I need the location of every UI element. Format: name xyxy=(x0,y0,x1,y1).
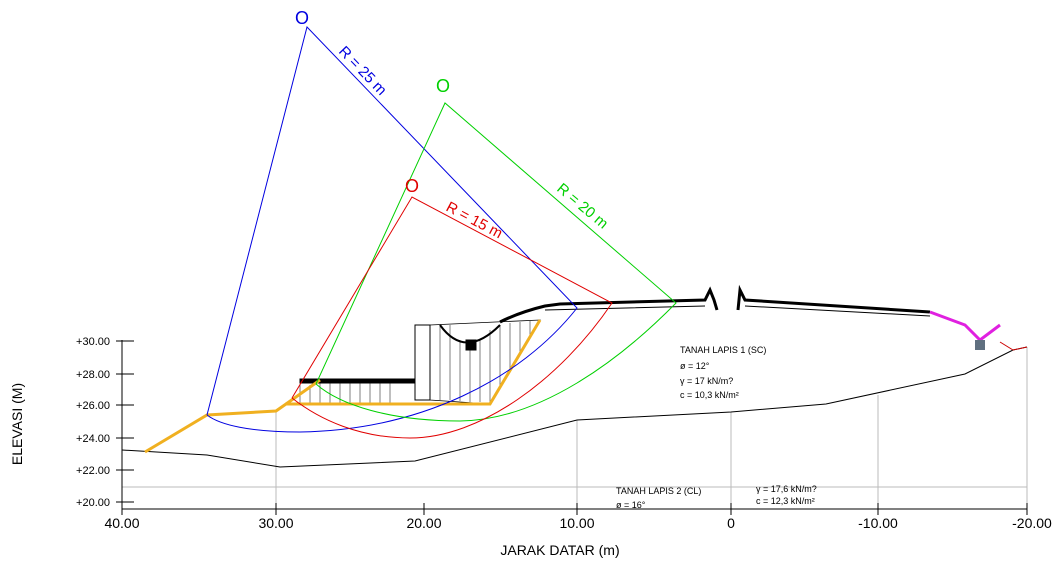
center-label: O xyxy=(405,176,419,196)
x-tick-label: 0 xyxy=(727,515,735,531)
y-tick-label: +22.00 xyxy=(76,465,110,477)
y-tick-label: +24.00 xyxy=(76,433,110,445)
layer-2: TANAH LAPIS 2 (CL) ø = 16° γ = 17,6 kN/m… xyxy=(616,484,817,510)
retaining-wall xyxy=(299,319,541,405)
layer-1: TANAH LAPIS 1 (SC) ø = 12° γ = 17 kN/m? … xyxy=(680,345,766,400)
ticks: +30.00 +28.00 +26.00 +24.00 +22.00 +20.00 40.0… xyxy=(76,336,1052,531)
x-tick-label: 10.00 xyxy=(559,515,594,531)
embankment-step xyxy=(285,378,321,406)
x-tick-label: 30.00 xyxy=(258,515,293,531)
layer-param: ø = 16° xyxy=(616,500,646,510)
x-tick-label: -10.00 xyxy=(858,515,898,531)
layer-boundary xyxy=(121,346,1028,468)
layer-param: ø = 12° xyxy=(680,361,710,371)
x-axis-label: JARAK DATAR (m) xyxy=(500,542,619,558)
x-tick-label: -20.00 xyxy=(1012,515,1052,531)
center-label: O xyxy=(436,76,450,96)
radius-label: R = 15 m xyxy=(443,199,505,243)
y-tick-label: +26.00 xyxy=(76,400,110,412)
embankment xyxy=(144,319,542,454)
layer-title: TANAH LAPIS 1 (SC) xyxy=(680,345,766,355)
layer-param: c = 10,3 kN/m² xyxy=(680,390,739,400)
x-tick-label: 20.00 xyxy=(406,515,441,531)
layer-param: c = 12,3 kN/m² xyxy=(756,496,815,506)
y-tick-label: +28.00 xyxy=(76,369,110,381)
y-tick-label: +20.00 xyxy=(76,497,110,509)
layer-title: TANAH LAPIS 2 (CL) xyxy=(616,486,701,496)
road xyxy=(499,284,1028,351)
x-tick-label: 40.00 xyxy=(104,515,139,531)
radius-label: R = 20 m xyxy=(553,180,611,232)
layer-param: γ = 17 kN/m? xyxy=(680,376,733,386)
radius-label: R = 25 m xyxy=(335,43,390,99)
layer-param: γ = 17,6 kN/m? xyxy=(756,484,817,494)
y-tick-label: +30.00 xyxy=(76,336,110,348)
slip-circles xyxy=(206,26,677,439)
y-axis-label: ELEVASI (M) xyxy=(9,383,25,465)
center-label: O xyxy=(295,8,309,28)
grid xyxy=(121,340,1028,510)
